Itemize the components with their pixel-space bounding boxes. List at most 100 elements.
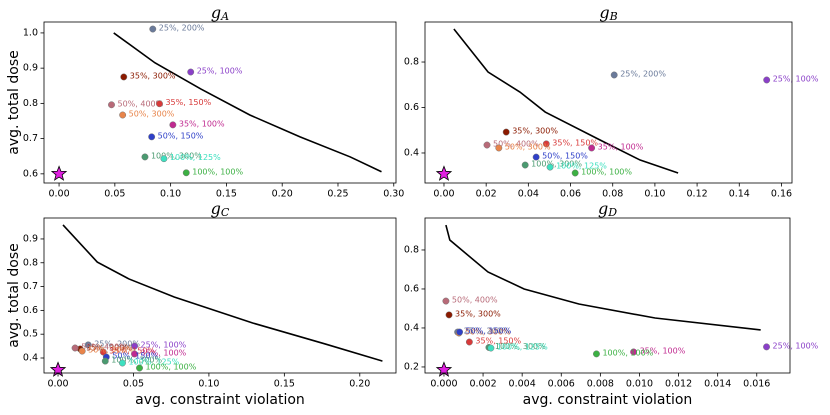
point-label: 25%, 100% [773, 74, 819, 83]
point-label: 35%, 300% [455, 309, 501, 318]
x-tick-label: 0.010 [626, 379, 653, 390]
subplot-title: gD [598, 199, 617, 220]
point-label: 35%, 300% [130, 71, 176, 80]
subplot: 25%, 200%35%, 300%25%, 100%50%, 400%35%,… [6, 199, 397, 408]
frontier-line [445, 224, 761, 331]
data-point [131, 342, 138, 350]
point-label: 100%, 125% [128, 358, 179, 367]
point-label: 100%, 125% [556, 162, 607, 171]
point-label: 50%, 150% [158, 131, 204, 140]
title-subscript: D [607, 206, 617, 219]
x-tick-label: 0.00 [48, 189, 69, 200]
point-label: 100%, 300% [111, 356, 162, 365]
data-point [182, 169, 190, 177]
x-tick-label: 0.10 [644, 189, 665, 200]
y-tick-label: 0.7 [23, 133, 38, 144]
subplot: 25%, 200%35%, 300%25%, 100%50%, 400%35%,… [404, 199, 819, 409]
point-label: 50%, 300% [129, 110, 175, 119]
data-point [571, 169, 579, 177]
x-tick-label: 0.25 [327, 189, 348, 200]
data-point [502, 128, 510, 136]
point-label: 25%, 200% [620, 69, 666, 78]
point-label: 25%, 100% [141, 341, 187, 350]
data-point [101, 357, 109, 365]
point-label: 35%, 150% [475, 337, 521, 346]
title-main: g [599, 3, 609, 22]
y-tick-label: 0.6 [23, 168, 38, 179]
point-label: 35%, 300% [512, 127, 558, 136]
star-marker [50, 165, 68, 181]
point-label: 100%, 100% [602, 348, 653, 357]
x-tick-label: 0.12 [687, 189, 708, 200]
y-axis-label: avg. total dose [6, 50, 22, 154]
data-point [131, 350, 138, 358]
data-point [119, 111, 127, 119]
data-point [483, 141, 491, 149]
data-point [84, 341, 92, 349]
x-tick-label: 0.30 [383, 189, 404, 200]
x-tick-label: 0.016 [743, 379, 770, 390]
subplot-title: gB [599, 3, 617, 24]
y-tick-label: 0.9 [23, 63, 38, 74]
data-point [588, 144, 596, 152]
point-label: 50%, 300% [465, 328, 511, 337]
data-point [136, 364, 143, 372]
x-tick-label: 0.006 [548, 379, 575, 390]
x-tick-label: 0.000 [430, 379, 457, 390]
point-label: 50%, 400% [493, 140, 539, 149]
x-tick-label: 0.014 [704, 379, 731, 390]
y-tick-label: 0.2 [404, 361, 419, 372]
data-point [120, 73, 128, 81]
axes-frame [424, 217, 791, 374]
title-main: g [598, 199, 608, 218]
x-tick-label: 0.10 [198, 379, 219, 390]
frontier-line [62, 224, 383, 362]
point-label: 25%, 100% [773, 341, 819, 350]
data-point [187, 68, 195, 76]
point-label: 100%, 300% [495, 342, 546, 351]
data-point [445, 311, 453, 319]
x-tick-label: 0.00 [47, 379, 68, 390]
data-point [442, 297, 450, 305]
x-tick-label: 0.15 [216, 189, 237, 200]
title-subscript: B [609, 10, 618, 23]
data-point [119, 359, 126, 367]
x-tick-label: 0.20 [272, 189, 293, 200]
point-label: 35%, 100% [179, 119, 225, 128]
title-subscript: A [220, 10, 229, 23]
data-point [465, 338, 473, 346]
frontier-line [453, 28, 679, 174]
frontier-line [113, 32, 382, 173]
data-point [71, 344, 79, 352]
axes-frame [424, 21, 793, 184]
data-point [610, 71, 618, 79]
point-label: 50%, 400% [81, 343, 127, 352]
y-tick-label: 0.8 [404, 57, 419, 68]
point-label: 35%, 150% [109, 347, 155, 356]
y-tick-label: 0.6 [404, 283, 419, 294]
point-label: 25%, 200% [159, 24, 205, 33]
point-label: 100%, 300% [151, 151, 202, 160]
x-tick-label: 0.04 [518, 189, 539, 200]
point-label: 35%, 150% [552, 138, 598, 147]
x-tick-label: 0.012 [665, 379, 692, 390]
data-point [763, 343, 770, 351]
data-point [169, 121, 177, 129]
y-tick-label: 0.9 [23, 233, 38, 244]
point-label: 50%, 400% [117, 99, 163, 108]
y-tick-label: 0.6 [404, 102, 419, 113]
subplot: 25%, 200% 35%, 300% 25%, 100% 50%, 400% 35%,… [404, 3, 819, 200]
y-tick-label: 0.4 [23, 353, 38, 364]
data-point [78, 347, 86, 355]
x-tick-label: 0.002 [469, 379, 496, 390]
point-label: 100%, 100% [192, 167, 243, 176]
data-point [99, 348, 107, 356]
point-label: 100%, 300% [531, 160, 582, 169]
point-label: 100%, 100% [581, 167, 632, 176]
title-main: g [211, 199, 221, 218]
y-tick-label: 0.4 [404, 322, 419, 333]
data-point [521, 161, 529, 169]
y-tick-label: 0.8 [404, 244, 419, 255]
y-tick-label: 0.8 [23, 98, 38, 109]
